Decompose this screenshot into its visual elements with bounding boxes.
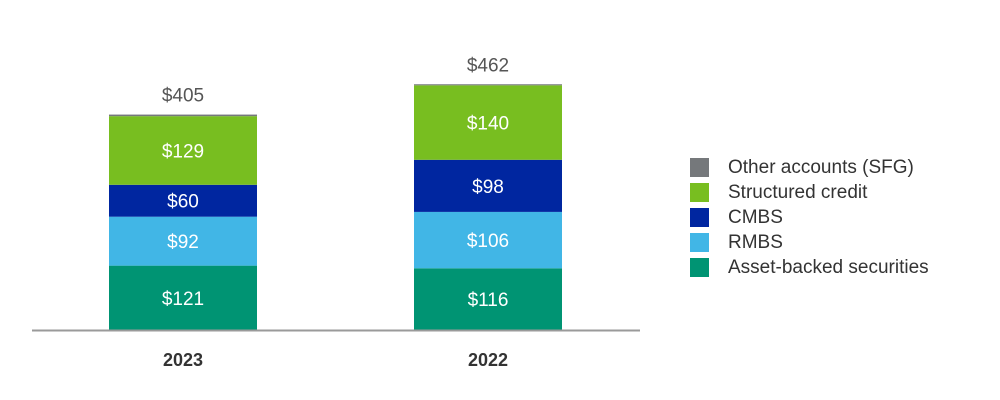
total-label: $405 xyxy=(162,86,204,107)
legend-swatch xyxy=(690,183,709,202)
legend-item: Other accounts (SFG) xyxy=(690,155,929,180)
bar-segment-2023-2 xyxy=(109,184,257,217)
segment-label: $121 xyxy=(162,289,204,310)
legend-item: CMBS xyxy=(690,205,929,230)
segment-label: $106 xyxy=(467,231,509,252)
legend-swatch xyxy=(690,158,709,177)
segment-label: $116 xyxy=(468,290,509,311)
category-label: 2022 xyxy=(468,350,508,370)
legend-item: Structured credit xyxy=(690,180,929,205)
segment-label: $98 xyxy=(472,177,504,198)
bar-segment-2022-0 xyxy=(414,268,562,330)
legend-label: Asset-backed securities xyxy=(728,256,929,278)
legend-item: Asset-backed securities xyxy=(690,255,929,280)
legend-swatch xyxy=(690,233,709,252)
legend-label: CMBS xyxy=(728,206,783,228)
total-label: $462 xyxy=(467,55,509,76)
bar-segment-2022-2 xyxy=(414,159,562,212)
category-label: 2023 xyxy=(163,350,203,370)
bar-segment-2022-3 xyxy=(414,85,562,160)
chart-legend: Other accounts (SFG) Structured credit CMB… xyxy=(690,155,929,280)
legend-label: Other accounts (SFG) xyxy=(728,156,914,178)
legend-swatch xyxy=(690,208,709,227)
legend-label: RMBS xyxy=(728,231,783,253)
segment-label: $60 xyxy=(167,192,199,213)
bar-segment-2023-4 xyxy=(109,114,257,117)
bar-segment-2023-3 xyxy=(109,116,257,185)
legend-item: RMBS xyxy=(690,230,929,255)
legend-label: Structured credit xyxy=(728,181,868,203)
segment-label: $129 xyxy=(162,141,204,162)
legend-swatch xyxy=(690,258,709,277)
bar-segment-2023-1 xyxy=(109,216,257,266)
bar-segment-2022-1 xyxy=(414,211,562,269)
bar-segment-2023-0 xyxy=(109,265,257,330)
segment-label: $92 xyxy=(167,232,199,253)
bar-segment-2022-4 xyxy=(414,84,562,86)
segment-label: $140 xyxy=(467,114,509,135)
